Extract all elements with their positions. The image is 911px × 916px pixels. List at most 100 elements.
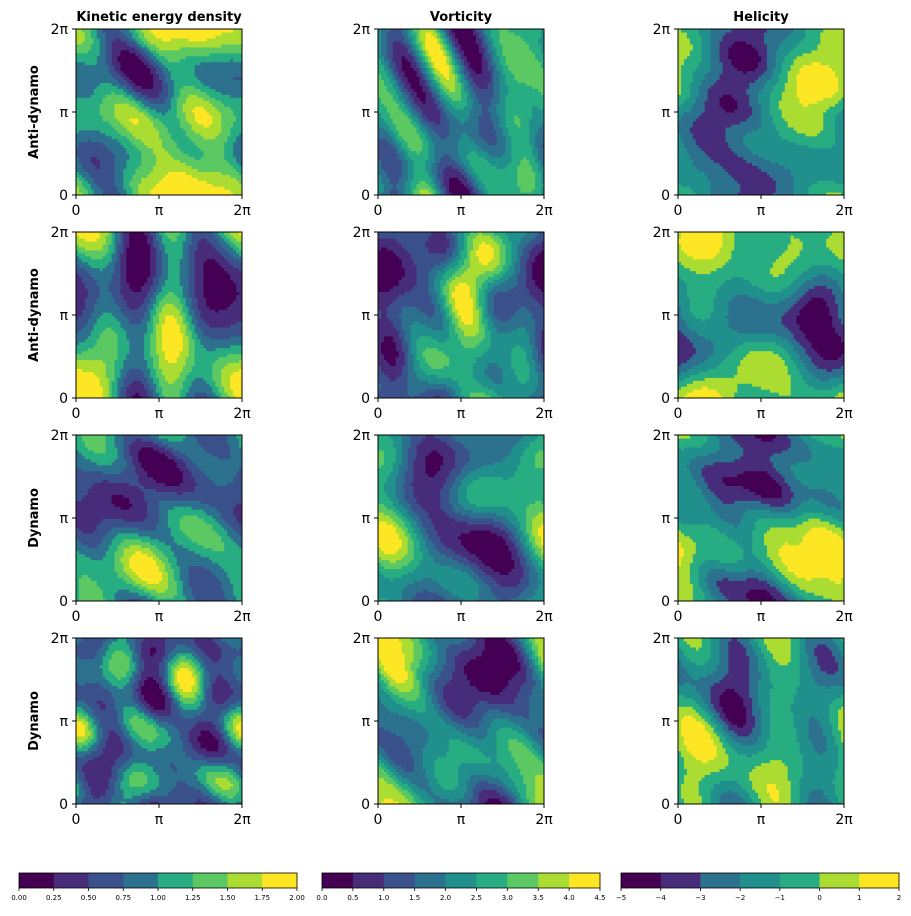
contour-cell	[188, 52, 193, 57]
contour-cell	[111, 156, 116, 161]
contour-cell	[108, 141, 113, 146]
contour-cell	[437, 156, 441, 161]
contour-cell	[469, 174, 474, 178]
contour-cell	[380, 150, 385, 155]
contour-cell	[135, 141, 139, 146]
contour-cell	[102, 144, 107, 149]
contour-cell	[150, 103, 154, 107]
contour-cell	[398, 153, 403, 158]
contour-cell	[481, 106, 486, 110]
contour-cell	[194, 132, 199, 137]
contour-cell	[383, 144, 388, 149]
contour-cell	[233, 61, 237, 66]
contour-cell	[176, 132, 181, 137]
contour-cell	[206, 159, 210, 163]
contour-cell	[416, 123, 421, 128]
contour-cell	[481, 177, 486, 181]
contour-cell	[197, 138, 202, 143]
contour-cell	[227, 126, 231, 131]
contour-cell	[197, 55, 202, 60]
contour-cell	[78, 91, 83, 95]
contour-cell	[425, 192, 429, 195]
contour-cell	[102, 138, 107, 143]
contour-cell	[206, 34, 210, 39]
contour-cell	[428, 138, 432, 143]
contour-cell	[422, 123, 427, 128]
contour-cell	[538, 120, 542, 125]
contour-cell	[167, 138, 172, 143]
contour-cell	[541, 177, 544, 181]
contour-cell	[422, 120, 427, 125]
contour-cell	[413, 153, 418, 158]
contour-cell	[541, 159, 544, 163]
contour-cell	[532, 132, 536, 137]
contour-cell	[236, 165, 240, 169]
contour-cell	[218, 34, 222, 39]
contour-cell	[478, 138, 483, 143]
contour-cell	[458, 117, 462, 122]
contour-cell	[446, 180, 450, 184]
contour-cell	[182, 76, 187, 80]
contour-cell	[185, 97, 190, 101]
contour-cell	[221, 132, 225, 137]
contour-cell	[466, 147, 471, 152]
contour-cell	[120, 126, 125, 131]
contour-cell	[378, 183, 382, 187]
contour-cell	[508, 109, 512, 113]
contour-cell	[230, 34, 234, 39]
contour-cell	[221, 123, 225, 128]
contour-cell	[206, 183, 210, 187]
contour-cell	[144, 156, 148, 161]
contour-cell	[182, 64, 187, 69]
contour-cell	[218, 189, 222, 193]
contour-cell	[383, 153, 388, 158]
contour-cell	[239, 52, 242, 57]
contour-cell	[120, 109, 125, 113]
contour-cell	[96, 150, 101, 155]
contour-cell	[203, 31, 208, 36]
contour-cell	[514, 114, 518, 119]
contour-cell	[227, 159, 231, 163]
contour-cell	[413, 141, 418, 146]
contour-cell	[386, 144, 391, 149]
contour-cell	[147, 180, 151, 184]
contour-cell	[461, 117, 465, 122]
contour-cell	[123, 67, 127, 72]
contour-cell	[129, 144, 133, 149]
contour-cell	[520, 150, 524, 155]
contour-cell	[398, 180, 403, 184]
contour-cell	[386, 141, 391, 146]
contour-cell	[212, 141, 216, 146]
contour-cell	[212, 31, 216, 36]
contour-cell	[84, 61, 89, 66]
contour-cell	[123, 159, 127, 163]
contour-cell	[164, 147, 169, 152]
contour-cell	[99, 156, 104, 161]
contour-cell	[76, 186, 80, 190]
contour-cell	[416, 183, 421, 187]
contour-cell	[532, 192, 536, 195]
contour-cell	[147, 138, 151, 143]
contour-cell	[463, 112, 468, 116]
contour-cell	[99, 91, 104, 95]
contour-cell	[224, 79, 228, 83]
contour-cell	[209, 192, 213, 195]
contour-cell	[218, 43, 222, 48]
contour-cell	[463, 150, 468, 155]
contour-cell	[413, 132, 418, 137]
contour-cell	[455, 120, 459, 125]
contour-cell	[78, 183, 83, 187]
contour-cell	[179, 109, 184, 113]
contour-cell	[132, 112, 136, 116]
contour-cell	[176, 183, 181, 187]
contour-cell	[511, 165, 515, 169]
contour-cell	[410, 109, 415, 113]
contour-cell	[227, 147, 231, 152]
contour-cell	[188, 183, 193, 187]
contour-cell	[153, 135, 157, 140]
contour-cell	[535, 112, 539, 116]
contour-cell	[230, 117, 234, 122]
contour-cell	[153, 168, 157, 172]
contour-cell	[505, 186, 510, 190]
contour-cell	[478, 109, 483, 113]
